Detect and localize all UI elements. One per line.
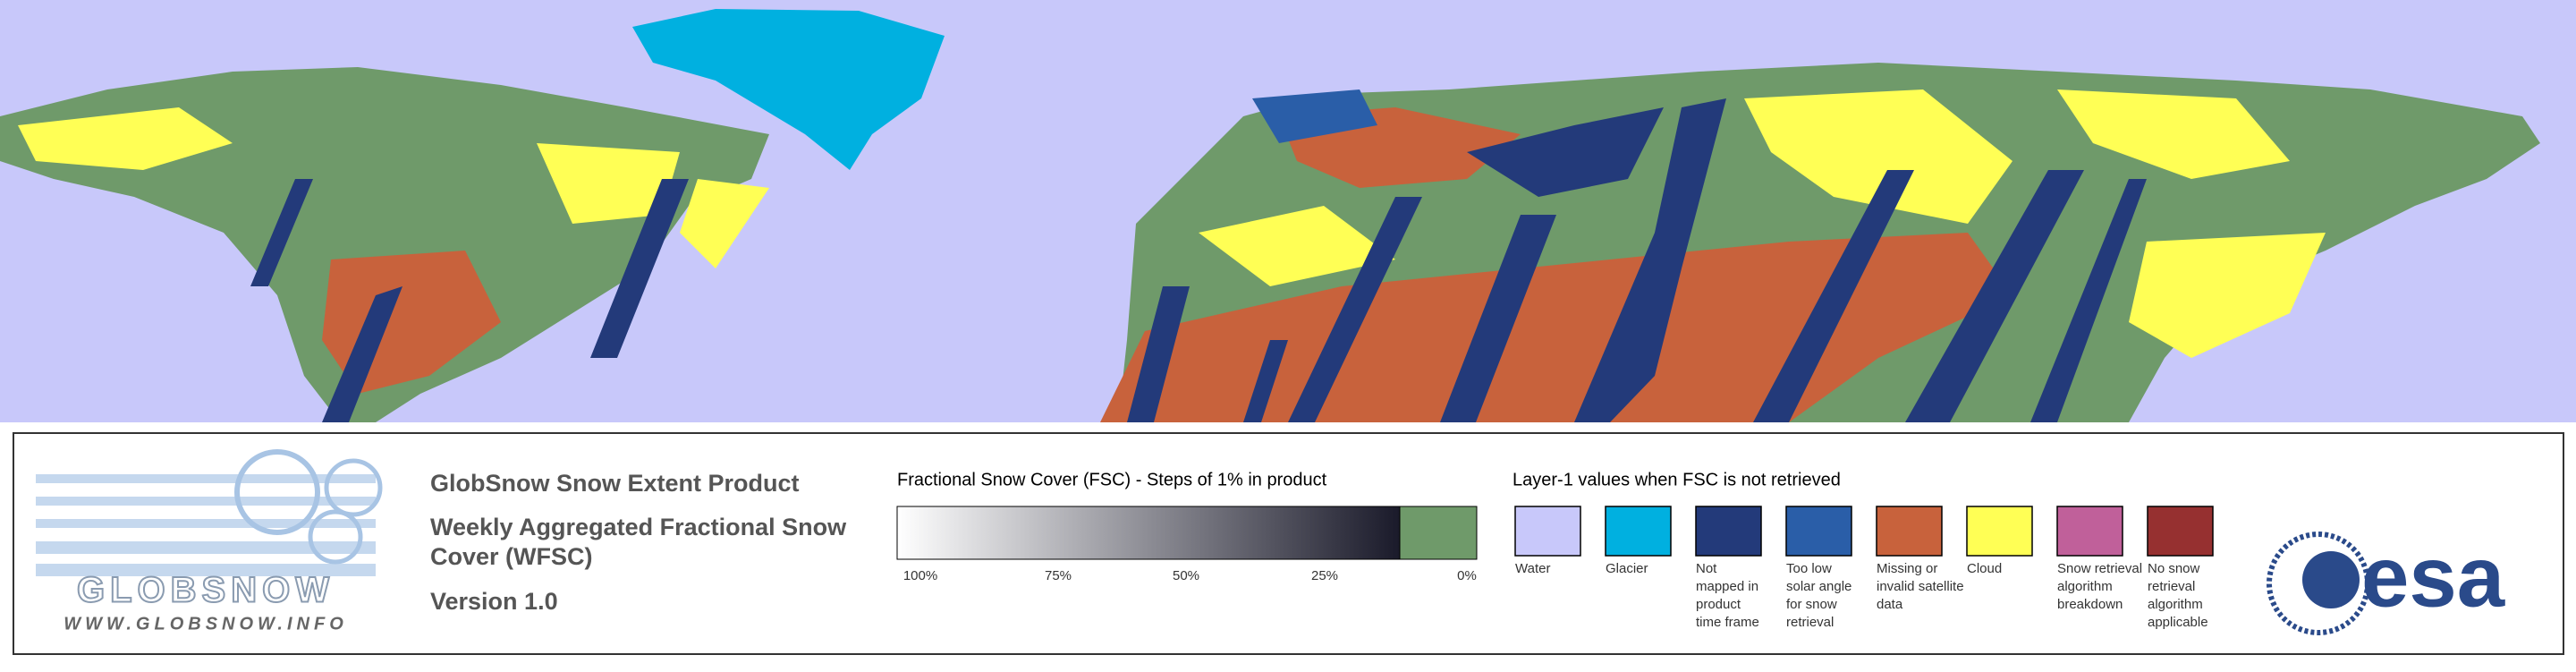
- layer-label: breakdown: [2057, 597, 2123, 612]
- fsc-title: Fractional Snow Cover (FSC) - Steps of 1…: [897, 470, 1327, 489]
- fsc-tick-label: 50%: [1173, 568, 1199, 583]
- fsc-tick-label: 75%: [1045, 568, 1072, 583]
- product-subtitle: Cover (WFSC): [430, 543, 593, 570]
- snowflake: [324, 458, 383, 517]
- layer-label: applicable: [2148, 615, 2208, 630]
- esa-name: esa: [2361, 529, 2505, 625]
- unmapped-swath: [250, 98, 2147, 422]
- logo-url: WWW.GLOBSNOW.INFO: [64, 614, 348, 634]
- snowflake: [234, 449, 320, 535]
- product-title: GlobSnow Snow Extent Product: [430, 470, 800, 497]
- esa-logo: esa: [2267, 529, 2505, 635]
- greenland: [632, 9, 945, 170]
- layer-swatch: [1695, 506, 1762, 557]
- layer-label: data: [1877, 597, 1903, 612]
- layer-label: Too low: [1786, 561, 1832, 576]
- globsnow-logo: GLOBSNOW WWW.GLOBSNOW.INFO: [36, 449, 383, 634]
- layer-label: Water: [1515, 561, 1550, 576]
- snowflake: [308, 509, 363, 565]
- map: [0, 0, 2576, 422]
- layer-swatch: [2056, 506, 2123, 557]
- layer-label: Cloud: [1967, 561, 2002, 576]
- unmapped-scandinavia: [1467, 107, 1664, 197]
- product-version: Version 1.0: [430, 588, 558, 615]
- layer-label: invalid satellite: [1877, 579, 1964, 594]
- fsc-zero: [1399, 506, 1478, 560]
- layer-label: Glacier: [1606, 561, 1648, 576]
- layer-swatch: [2147, 506, 2214, 557]
- logo-stripe: [36, 497, 376, 506]
- layer-swatch: [1785, 506, 1852, 557]
- layer-label: algorithm: [2057, 579, 2113, 594]
- logo-name: GLOBSNOW: [77, 571, 335, 610]
- cloud: [18, 89, 2326, 358]
- logo-stripe: [36, 474, 376, 483]
- fsc-gradient: [896, 506, 1401, 560]
- layer-label: mapped in: [1696, 579, 1758, 594]
- layer-label: algorithm: [2148, 597, 2203, 612]
- layer-label: Not: [1696, 561, 1717, 576]
- layer-label: Missing or: [1877, 561, 1937, 576]
- layer-label: product: [1696, 597, 1741, 612]
- layer-swatch: [1605, 506, 1672, 557]
- layer-swatch: [1514, 506, 1581, 557]
- layer-title: Layer-1 values when FSC is not retrieved: [1513, 470, 1841, 489]
- fsc-tick-label: 100%: [903, 568, 937, 583]
- layer-label: time frame: [1696, 615, 1759, 630]
- layer-label: retrieval: [1786, 615, 1834, 630]
- esa-ring: [2267, 532, 2370, 635]
- layer-swatch: [1876, 506, 1943, 557]
- esa-ring: [2302, 551, 2360, 608]
- fsc-tick-label: 0%: [1457, 568, 1477, 583]
- layer-label: for snow: [1786, 597, 1837, 612]
- layer-swatch: [1966, 506, 2033, 557]
- layer-label: retrieval: [2148, 579, 2195, 594]
- fsc-tick-label: 25%: [1311, 568, 1338, 583]
- logo-stripe: [36, 564, 376, 576]
- logo-stripe: [36, 541, 376, 554]
- layer-label: No snow: [2148, 561, 2200, 576]
- layer-label: Snow retrieval: [2057, 561, 2142, 576]
- low-sun: [1252, 89, 1377, 143]
- layer-label: solar angle: [1786, 579, 1852, 594]
- logo-stripe: [36, 519, 376, 528]
- product-subtitle: Weekly Aggregated Fractional Snow: [430, 514, 847, 540]
